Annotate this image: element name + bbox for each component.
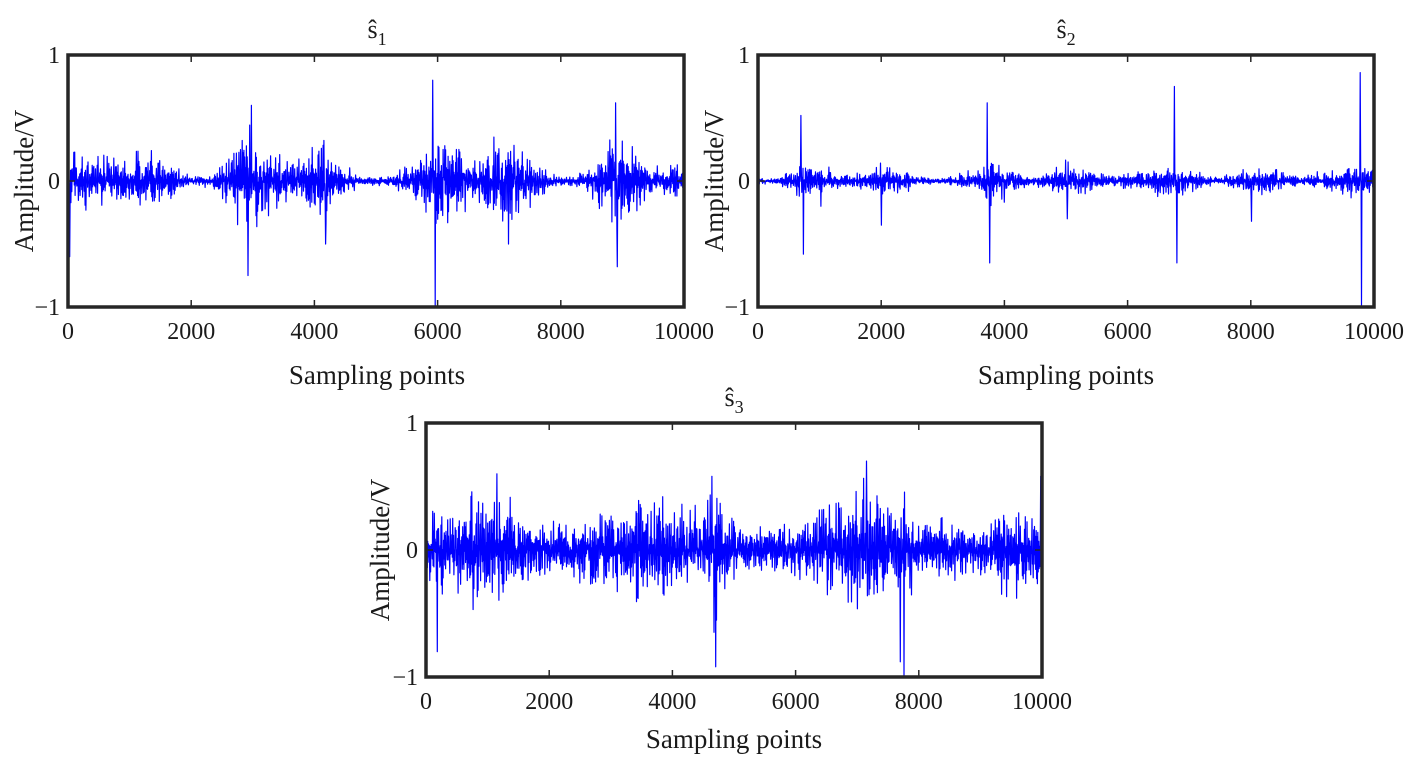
tick-labels: 0 2000 4000 6000 8000 10000−101 [724,43,1404,345]
x-tick-label: 2000 [857,319,905,345]
plot-area [758,72,1374,307]
x-tick-label: 8000 [537,319,585,345]
x-tick-label: 8000 [895,689,943,715]
series-line-s3 [426,460,1042,677]
plot-area [68,79,684,307]
x-tick-label: 6000 [1104,319,1152,345]
y-tick-label: 1 [48,43,60,69]
y-tick-label: 0 [406,538,418,564]
x-tick-label: 10000 [654,319,714,345]
x-tick-label: 10000 [1012,689,1072,715]
y-tick-label: −1 [34,295,60,321]
panel-s2: ŝ2 0 2000 4000 6000 8000 10000−101 Sampling p… [699,15,1404,390]
x-tick-label: 4000 [290,319,338,345]
tick-labels: 0 2000 4000 6000 8000 10000−101 [392,411,1072,715]
y-axis-label: Amplitude/V [9,109,39,252]
y-tick-label: 1 [406,411,418,437]
x-tick-label: 8000 [1227,319,1275,345]
panel-title: ŝ2 [1056,15,1075,49]
x-tick-label: 6000 [414,319,462,345]
panel-s1: ŝ1 0 2000 4000 6000 8000 10000−101 Sampling p… [9,15,714,390]
ticks [757,54,1375,308]
tick-labels: 0 2000 4000 6000 8000 10000−101 [34,43,714,345]
series-line-s1 [68,79,684,307]
panel-title: ŝ1 [367,15,386,49]
y-axis-label: Amplitude/V [699,109,729,252]
y-tick-label: −1 [724,295,750,321]
panel-s3: ŝ3 0 2000 4000 6000 8000 10000−101 Sampling p… [365,383,1072,754]
ticks [425,422,1043,678]
y-tick-label: 0 [48,169,60,195]
series-line-s2 [758,72,1374,307]
x-tick-label: 0 [420,689,432,715]
x-axis-label: Sampling points [646,724,822,754]
x-axis-label: Sampling points [289,360,465,390]
x-tick-label: 4000 [648,689,696,715]
x-axis-label: Sampling points [978,360,1154,390]
y-axis-label: Amplitude/V [365,478,395,621]
x-tick-label: 0 [752,319,764,345]
plot-area [426,460,1042,677]
x-tick-label: 6000 [772,689,820,715]
y-tick-label: 0 [738,169,750,195]
x-tick-label: 2000 [167,319,215,345]
x-tick-label: 10000 [1344,319,1404,345]
x-tick-label: 4000 [980,319,1028,345]
x-tick-label: 0 [62,319,74,345]
x-tick-label: 2000 [525,689,573,715]
y-tick-label: −1 [392,665,418,691]
panel-title: ŝ3 [724,383,743,417]
ticks [67,54,685,308]
y-tick-label: 1 [738,43,750,69]
